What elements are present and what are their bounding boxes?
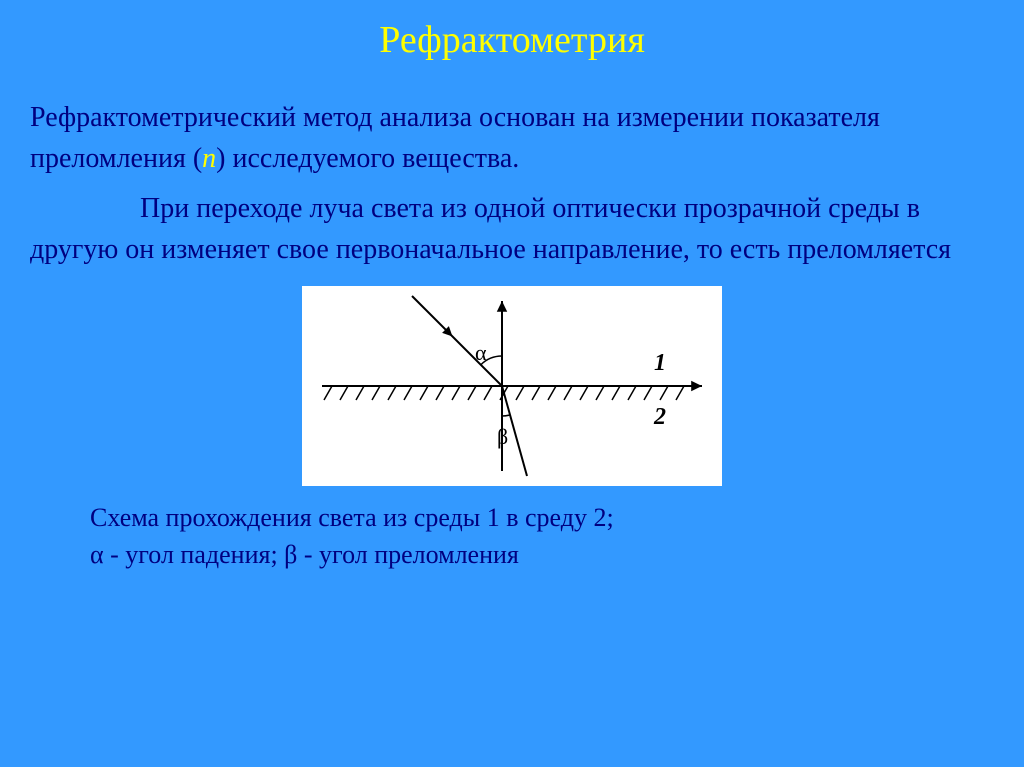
paragraph-2: При переходе луча света из одной оптичес… — [30, 189, 994, 270]
caption: Схема прохождения света из среды 1 в сре… — [30, 500, 994, 573]
para1-part2: ) исследуемого вещества. — [216, 143, 519, 174]
svg-text:β: β — [497, 424, 508, 449]
n-symbol: n — [202, 143, 216, 174]
slide-title: Рефрактометрия — [30, 18, 994, 62]
caption-line2: α - угол падения; β - угол преломления — [90, 540, 519, 569]
svg-text:2: 2 — [653, 404, 666, 430]
slide: Рефрактометрия Рефрактометрический метод… — [0, 0, 1024, 767]
paragraph-1: Рефрактометрический метод анализа основа… — [30, 98, 994, 179]
caption-line1: Схема прохождения света из среды 1 в сре… — [90, 503, 614, 532]
diagram-container: α β 1 2 — [30, 286, 994, 486]
svg-text:1: 1 — [654, 350, 666, 376]
body-text: Рефрактометрический метод анализа основа… — [30, 98, 994, 270]
refraction-diagram: α β 1 2 — [302, 286, 722, 486]
svg-text:α: α — [475, 340, 487, 365]
